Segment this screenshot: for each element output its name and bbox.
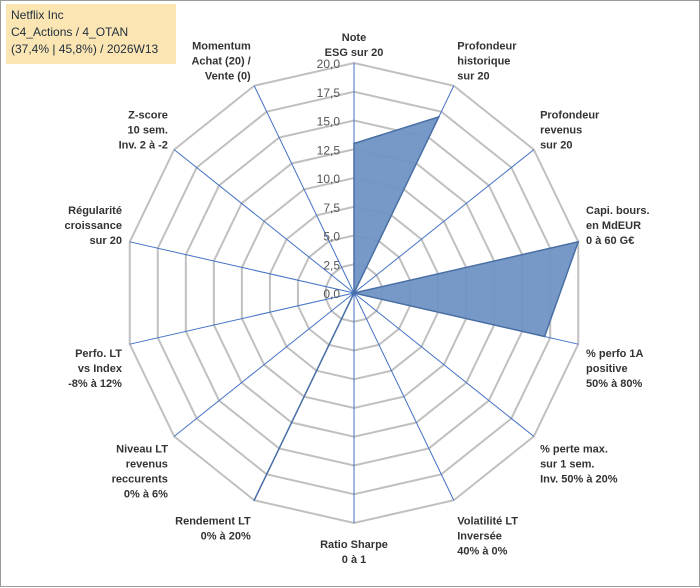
- axis-label-1: Profondeur historique sur 20: [457, 41, 517, 83]
- tick-label: 20,0: [317, 57, 341, 71]
- tick-label: 0,0: [323, 287, 340, 301]
- axis-label-10: Perfo. LT vs Index -8% à 12%: [68, 348, 123, 390]
- axis-label-3: Capi. bours. en MdEUR 0 à 60 G€: [586, 205, 650, 247]
- data-point-1: [438, 116, 440, 118]
- axis-label-0: Note ESG sur 20: [325, 32, 384, 59]
- spoke-5: [353, 292, 535, 437]
- portfolio-category: C4_Actions / 4_OTAN: [11, 25, 129, 39]
- tick-label: 15,0: [317, 115, 341, 129]
- data-point-3: [577, 241, 580, 243]
- axis-label-9: Niveau LT revenus reccurents 0% à 6%: [112, 443, 169, 500]
- tick-label: 5,0: [323, 230, 340, 244]
- data-point-4: [543, 335, 546, 338]
- spoke-10: [129, 292, 355, 345]
- tick-label: 7,5: [323, 201, 340, 215]
- tick-label: 17,5: [317, 86, 341, 100]
- spoke-13: [253, 85, 355, 294]
- data-point-8: [253, 499, 256, 502]
- axis-label-12: Z-score 10 sem. Inv. 2 à -2: [119, 110, 168, 152]
- axis-label-6: Volatilité LT Inversée 40% à 0%: [457, 515, 518, 557]
- info-box: Netflix Inc C4_Actions / 4_OTAN (37,4% |…: [6, 4, 176, 64]
- axis-label-7: Ratio Sharpe 0 à 1: [320, 539, 388, 566]
- spoke-11: [129, 241, 355, 294]
- spoke-6: [353, 292, 455, 501]
- axis-label-5: % perte max. sur 1 sem. Inv. 50% à 20%: [540, 443, 618, 485]
- axis-label-4: % perfo 1A positive 50% à 80%: [586, 348, 644, 390]
- axis-label-13: Momentum Achat (20) / Vente (0): [191, 41, 251, 83]
- spoke-2: [353, 149, 535, 294]
- spoke-12: [173, 149, 355, 294]
- spoke-9: [173, 292, 355, 437]
- scores-period: (37,4% | 45,8%) / 2026W13: [11, 42, 159, 56]
- tick-label: 2,5: [323, 258, 340, 272]
- tick-label: 10,0: [317, 172, 341, 186]
- axis-label-11: Régularité croissance sur 20: [64, 205, 121, 247]
- tick-label: 12,5: [317, 143, 341, 157]
- company-name: Netflix Inc: [11, 8, 64, 22]
- axis-label-2: Profondeur revenus sur 20: [540, 110, 600, 152]
- data-point-13: [353, 292, 355, 294]
- data-point-0: [353, 142, 355, 145]
- axis-label-8: Rendement LT 0% à 20%: [175, 515, 251, 542]
- series-area-0: [253, 115, 580, 501]
